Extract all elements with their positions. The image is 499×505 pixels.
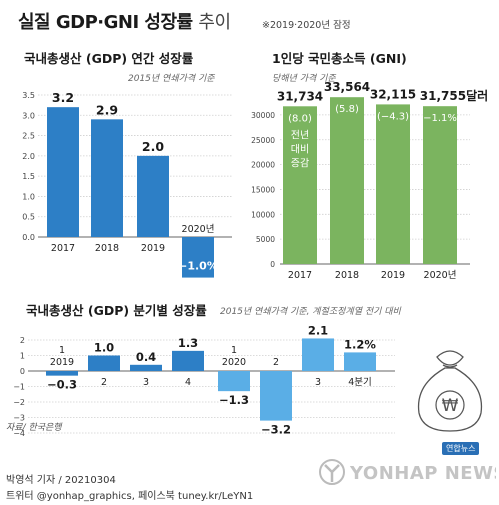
gdp-annual-y-tick: 2.0	[22, 152, 35, 161]
gdp-quarterly-quarter-label: 1	[231, 345, 237, 356]
gdp-quarterly-y-tick: 0	[20, 367, 25, 376]
gdp-annual-y-tick: 1.5	[22, 172, 35, 181]
gdp-quarterly-quarter-label: 3	[315, 377, 321, 388]
gdp-annual-x-tick: 2019	[141, 243, 165, 254]
gdp-quarterly-quarter-label: 3	[143, 377, 149, 388]
gni-annotation: 증감	[291, 157, 309, 169]
gdp-quarterly-value-label: −1.3	[219, 393, 249, 407]
gdp-quarterly-quarter-label: 4	[185, 377, 191, 388]
page-note: ※2019·2020년 잠정	[262, 20, 351, 31]
gdp-annual-y-tick: 3.0	[22, 111, 35, 120]
gdp-quarterly-quarter-label: 1	[59, 345, 65, 356]
gdp-quarterly-bar	[88, 355, 120, 371]
gdp-quarterly-subtitle: 2015년 연쇄가격 기준, 계절조정계열 전기 대비	[220, 307, 401, 317]
gni-x-tick: 2019	[381, 270, 405, 281]
money-symbol: ₩	[442, 396, 459, 416]
gdp-quarterly-y-tick: −1	[13, 383, 25, 392]
gni-x-tick: 2018	[335, 270, 359, 281]
gdp-quarterly-value-label: 1.2%	[344, 337, 376, 351]
gdp-annual-bar	[137, 155, 169, 237]
gni-bar	[376, 104, 410, 264]
gdp-quarterly-bar	[260, 371, 292, 421]
gdp-quarterly-quarter-label: 2	[101, 377, 107, 388]
gdp-annual-x-tick: 2017	[51, 243, 75, 254]
gdp-quarterly-year-label: 2020	[222, 357, 246, 368]
gdp-annual-y-tick: 0.0	[22, 233, 35, 242]
gni-value-label: 31,755달러	[420, 88, 488, 103]
gdp-quarterly-bar	[218, 371, 250, 392]
gdp-quarterly-year-label: 2019	[50, 357, 74, 368]
gdp-quarterly-value-label: −0.3	[47, 378, 77, 392]
gni-title: 1인당 국민총소득 (GNI)	[272, 51, 407, 66]
gni-y-tick: 30000	[251, 111, 275, 120]
gdp-quarterly-quarter-label: 4분기	[348, 377, 372, 388]
gdp-quarterly-value-label: −3.2	[261, 423, 291, 437]
gni-change-label: (5.8)	[335, 104, 359, 115]
gni-change-label: (8.0)	[288, 113, 312, 124]
gni-value-label: 31,734	[277, 89, 323, 103]
gni-y-tick: 5000	[256, 235, 275, 244]
page-title: 실질 GDP·GNI 성장률 추이	[18, 8, 231, 34]
gdp-quarterly-y-tick: 2	[20, 336, 25, 345]
gdp-quarterly-value-label: 0.4	[136, 350, 156, 364]
gdp-quarterly-y-tick: −4	[13, 429, 25, 438]
gni-y-tick: 20000	[251, 161, 275, 170]
gdp-annual-value-label: 2.0	[142, 139, 164, 154]
gni-value-label: 32,115	[370, 87, 416, 101]
gni-bar	[423, 106, 457, 264]
gdp-quarterly-bar	[172, 350, 204, 371]
money-bag-icon: ₩	[417, 350, 483, 432]
gdp-quarterly-y-tick: −2	[13, 398, 25, 407]
gdp-quarterly-bar	[130, 364, 162, 371]
gni-bar	[330, 97, 364, 265]
gni-change-label: (−4.3)	[377, 111, 409, 122]
gdp-annual-bar	[91, 119, 123, 237]
gni-x-tick: 2020년	[424, 270, 457, 281]
gdp-annual-value-label: −1.0%	[178, 260, 218, 273]
yonhap-badge: 연합뉴스	[442, 442, 480, 455]
gni-y-tick: 15000	[251, 185, 275, 194]
gni-y-tick: 0	[270, 260, 275, 269]
gdp-annual-bar	[47, 107, 79, 238]
gdp-annual-value-label: 2.9	[96, 102, 118, 117]
gdp-annual-subtitle: 2015년 연쇄가격 기준	[128, 74, 215, 84]
gni-annotation: 전년	[291, 129, 309, 141]
gdp-annual-value-label: 3.2	[52, 90, 74, 105]
gni-subtitle: 당해년 가격 기준	[272, 74, 336, 84]
gdp-quarterly-bar	[302, 338, 334, 371]
gdp-annual-x-tick: 2018	[95, 243, 119, 254]
gdp-quarterly-bar	[344, 352, 376, 371]
gdp-quarterly-value-label: 2.1	[308, 323, 328, 337]
title-main: 실질 GDP·GNI 성장률	[18, 12, 193, 33]
gdp-quarterly-value-label: 1.3	[178, 336, 198, 350]
gdp-annual-bar	[182, 237, 214, 278]
source-note: 자료/ 한국은행	[6, 423, 62, 433]
gdp-annual-y-tick: 1.0	[22, 192, 35, 201]
gdp-quarterly-bar	[46, 371, 78, 376]
gdp-quarterly-y-tick: 1	[20, 352, 25, 361]
yonhap-logo: YONHAP NEWS	[319, 459, 496, 485]
gdp-quarterly-y-tick: −3	[13, 414, 25, 423]
gni-x-tick: 2017	[288, 270, 312, 281]
gni-change-label: (−1.1%)	[419, 113, 461, 124]
gni-value-label: 33,564	[324, 80, 370, 94]
social-links: 트위터 @yonhap_graphics, 페이스북 tuney.kr/LeYN…	[6, 491, 254, 502]
byline: 박영석 기자 / 20210304	[6, 475, 116, 486]
gdp-annual-y-tick: 0.5	[22, 213, 35, 222]
gdp-quarterly-quarter-label: 2	[273, 357, 279, 368]
gni-y-tick: 25000	[251, 136, 275, 145]
gni-y-tick: 10000	[251, 210, 275, 219]
gni-bar	[283, 106, 317, 265]
gdp-annual-y-tick: 3.5	[22, 91, 35, 100]
gni-annotation: 대비	[291, 143, 309, 155]
title-suffix: 추이	[198, 12, 231, 33]
logo-text: YONHAP NEWS	[349, 463, 496, 484]
gdp-annual-y-tick: 2.5	[22, 132, 35, 141]
gdp-quarterly-title: 국내총생산 (GDP) 분기별 성장률	[26, 303, 207, 318]
gdp-annual-x-tick-2020: 2020년	[182, 224, 215, 235]
gdp-annual-title: 국내총생산 (GDP) 연간 성장률	[24, 51, 194, 66]
gdp-quarterly-value-label: 1.0	[94, 341, 114, 355]
